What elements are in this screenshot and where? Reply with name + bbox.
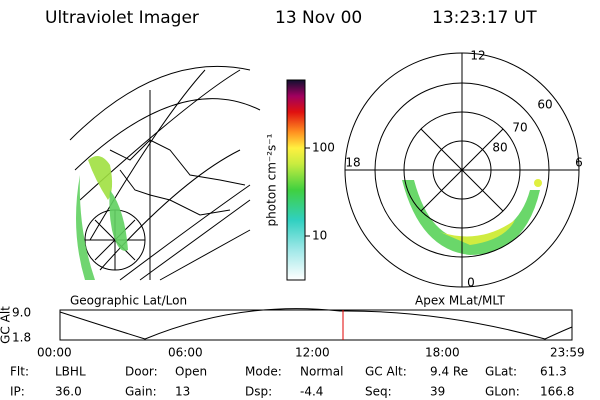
geographic-map <box>69 65 261 281</box>
polar-plot <box>344 52 580 288</box>
time: 13:23:17 UT <box>432 8 537 28</box>
panel-label: Geographic Lat/Lon <box>70 294 187 308</box>
colorbar-label: photon cm⁻²s⁻¹ <box>265 133 279 226</box>
lat-label: 80 <box>492 141 507 155</box>
timeline-y-tick: 9.0 <box>12 306 31 320</box>
altitude-curve <box>59 308 573 340</box>
date: 13 Nov 00 <box>275 8 362 28</box>
info-value: Open <box>175 365 207 379</box>
panel-label: Apex MLat/MLT <box>415 294 505 308</box>
mlt-label: 12 <box>470 49 485 63</box>
info-value: LBHL <box>55 365 86 379</box>
timeline-box <box>59 309 573 341</box>
info-label: Gain: <box>125 385 157 399</box>
timeline-y-tick: 1.8 <box>12 331 31 345</box>
info-value: 61.3 <box>540 365 567 379</box>
colorbar-tick-label: 100 <box>312 141 335 155</box>
timeline-x-tick: 23:59 <box>550 346 585 360</box>
info-label: IP: <box>10 385 25 399</box>
mlt-label: 18 <box>345 156 360 170</box>
colorbar <box>286 79 306 281</box>
mlt-label: 0 <box>467 276 475 290</box>
info-label: Dsp: <box>245 385 272 399</box>
info-value: 9.4 Re <box>430 365 468 379</box>
info-value: 36.0 <box>55 385 82 399</box>
info-value: 13 <box>175 385 190 399</box>
info-value: 166.8 <box>540 385 574 399</box>
info-fields: Flt: LBHL Door: Open Mode: Normal GC Alt: 9.4 R… <box>10 365 574 399</box>
timeline-x-tick: 06:00 <box>168 346 203 360</box>
info-value: -4.4 <box>300 385 323 399</box>
lat-label: 60 <box>537 98 552 112</box>
timeline-y-label: GC Alt <box>0 306 13 344</box>
title: Ultraviolet Imager <box>45 8 199 28</box>
info-label: GLat: <box>485 365 517 379</box>
timeline-x-tick: 12:00 <box>295 346 330 360</box>
timeline-x-tick: 00:00 <box>37 346 72 360</box>
info-label: Flt: <box>10 365 29 379</box>
info-value: 39 <box>430 385 445 399</box>
info-label: GLon: <box>485 385 520 399</box>
info-label: Seq: <box>365 385 392 399</box>
info-label: Door: <box>125 365 158 379</box>
info-label: GC Alt: <box>365 365 407 379</box>
info-label: Mode: <box>245 365 282 379</box>
info-value: Normal <box>300 365 343 379</box>
mlt-label: 6 <box>575 156 583 170</box>
colorbar-tick-label: 10 <box>312 229 327 243</box>
lat-label: 70 <box>512 121 527 135</box>
timeline-x-tick: 18:00 <box>425 346 460 360</box>
